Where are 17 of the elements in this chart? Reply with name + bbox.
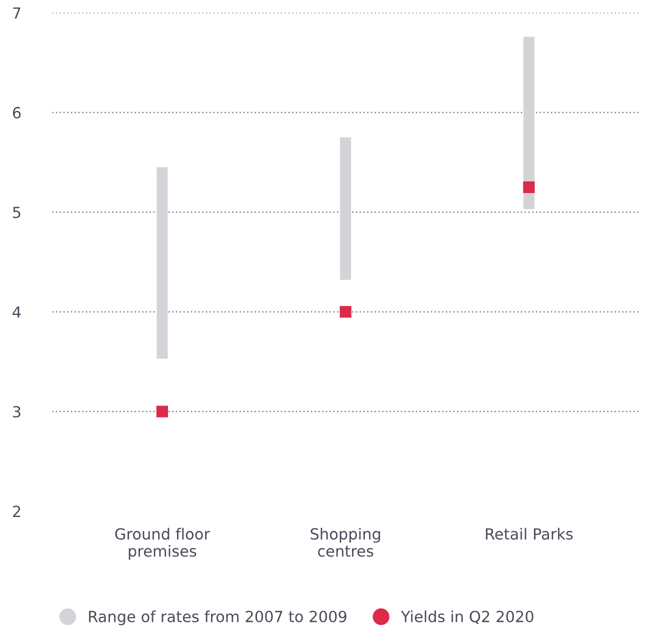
legend-label: Yields in Q2 2020 — [400, 610, 534, 624]
point — [340, 306, 352, 318]
bar — [523, 36, 534, 210]
x-tick-label: Shopping centres — [310, 528, 380, 557]
legend-label: Range of rates from 2007 to 2009 — [89, 610, 346, 626]
bar — [340, 137, 352, 280]
bar — [156, 167, 168, 359]
y-tick-label: 2 — [13, 506, 20, 518]
y-tick-label: 5 — [13, 206, 20, 218]
x-tick-label: Retail Parks — [486, 528, 573, 540]
point — [523, 181, 535, 194]
y-tick-label: 7 — [13, 7, 20, 19]
y-tick-label: 3 — [13, 406, 20, 418]
y-tick-label: 4 — [12, 306, 21, 318]
x-tick-label: Ground floor premises — [115, 528, 210, 560]
y-tick-label: 6 — [12, 106, 21, 118]
point — [156, 406, 168, 418]
